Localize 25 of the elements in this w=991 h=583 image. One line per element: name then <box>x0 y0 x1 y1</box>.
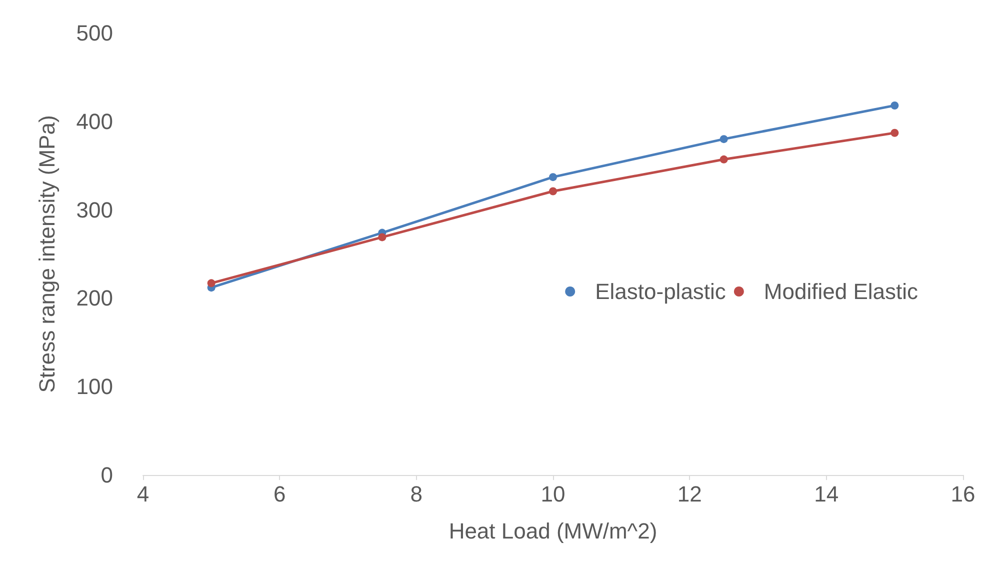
y-tick-label: 100 <box>76 374 113 400</box>
y-axis-title: Stress range intensity (MPa) <box>34 115 60 393</box>
point <box>720 155 728 164</box>
x-axis-title: Heat Load (MW/m^2) <box>448 518 658 544</box>
x-tick-label: 14 <box>814 482 839 506</box>
point <box>549 187 557 196</box>
x-tick-label: 10 <box>540 482 566 506</box>
point <box>890 128 899 137</box>
y-tick-label: 400 <box>76 108 113 134</box>
x-tick-label: 8 <box>410 482 422 506</box>
point <box>890 101 899 110</box>
point <box>378 233 386 242</box>
legend-label: Modified Elastic <box>764 279 918 304</box>
y-tick-label: 500 <box>76 20 113 46</box>
x-tick-label: 12 <box>677 482 702 506</box>
point <box>549 173 557 182</box>
x-tick-label: 4 <box>136 482 150 506</box>
y-tick-label: 0 <box>100 462 113 488</box>
point <box>720 135 728 144</box>
point <box>207 279 216 288</box>
legend-label: Elasto-plastic <box>595 279 726 304</box>
y-tick-label: 200 <box>76 286 113 311</box>
x-tick-label: 6 <box>274 482 286 506</box>
x-tick-label: 16 <box>950 482 976 506</box>
y-tick-label: 300 <box>76 197 113 222</box>
